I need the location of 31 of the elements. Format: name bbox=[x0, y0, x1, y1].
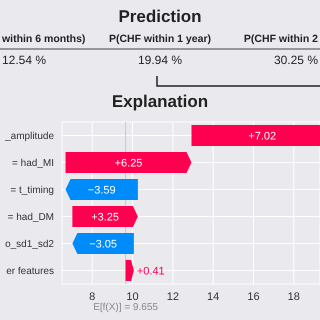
ref-line-label: E[f(X)] = 9.655 bbox=[93, 302, 158, 313]
chart-title: Explanation bbox=[110, 91, 210, 113]
bar bbox=[72, 206, 138, 227]
data-label: 12.54 % bbox=[2, 53, 46, 67]
data-label: −3.59 bbox=[88, 184, 116, 196]
y-tick-label: = had_MI bbox=[12, 158, 54, 170]
category-label: P(CHF within 1 year) bbox=[108, 33, 212, 45]
data-label: +0.41 bbox=[136, 266, 165, 278]
x-tick-label: 8 bbox=[89, 290, 96, 303]
y-tick-label: o_sd1_sd2 bbox=[5, 239, 54, 250]
data-label: +3.25 bbox=[91, 212, 120, 224]
data-label: 19.94 % bbox=[138, 53, 182, 67]
x-tick-label: 18 bbox=[288, 290, 300, 303]
x-tick-label: 16 bbox=[247, 290, 260, 303]
category-label: within 6 months) bbox=[1, 33, 86, 45]
x-tick-label: 12 bbox=[166, 290, 179, 303]
text: Prediction bbox=[118, 7, 202, 26]
y-tick-label: = had_DM bbox=[8, 212, 54, 224]
bar bbox=[66, 179, 138, 200]
x-tick-label: 14 bbox=[207, 290, 220, 303]
bar bbox=[66, 152, 192, 173]
data-label: +7.02 bbox=[248, 130, 276, 142]
y-tick-label: _amplitude bbox=[4, 131, 54, 142]
y-tick-label: er features bbox=[6, 266, 54, 278]
data-label: 30.25 % bbox=[274, 53, 318, 67]
bar bbox=[72, 233, 134, 254]
x-tick-label: 10 bbox=[126, 290, 139, 303]
category-label: P(CHF within 2 bbox=[244, 33, 318, 45]
y-tick-label: = t_timing bbox=[10, 185, 54, 196]
data-label: +6.25 bbox=[114, 158, 142, 170]
data-label: −3.05 bbox=[89, 238, 118, 250]
